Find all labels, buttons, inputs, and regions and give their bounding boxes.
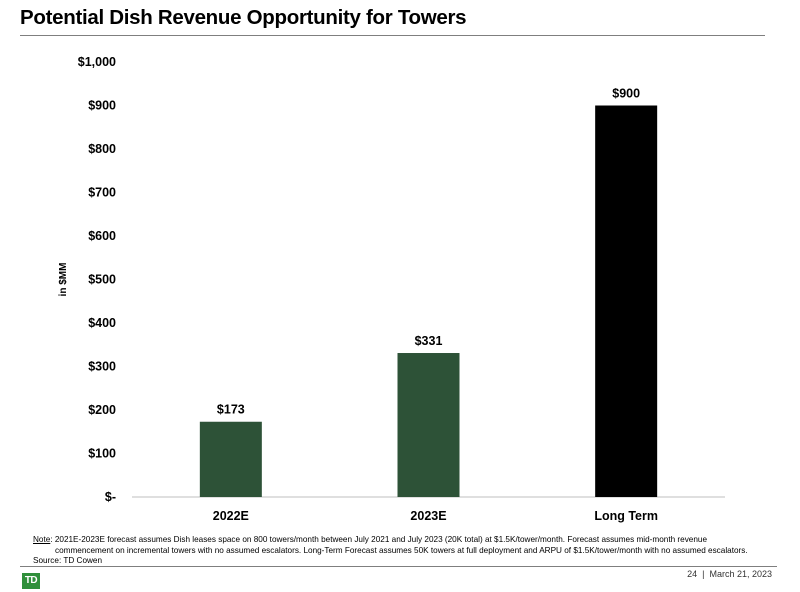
page-separator: |	[702, 569, 705, 579]
y-tick-label: $200	[88, 403, 116, 417]
bar	[595, 105, 658, 497]
bar	[397, 353, 460, 497]
note-line-2: commencement on incremental towers with …	[55, 545, 748, 555]
y-axis-label: in $MM	[58, 263, 69, 297]
y-tick-label: $500	[88, 273, 116, 287]
title-divider	[20, 35, 765, 36]
data-label: $173	[217, 403, 245, 417]
page-date: March 21, 2023	[709, 569, 772, 579]
x-tick-label: 2023E	[410, 509, 446, 523]
note-line-1: : 2021E-2023E forecast assumes Dish leas…	[50, 535, 708, 544]
y-tick-label: $900	[88, 99, 116, 113]
bar-chart: $- $100 $200 $300 $400 $500 $600 $700 $800 $900 $1…	[58, 55, 725, 523]
y-tick-label: $300	[88, 360, 116, 374]
y-tick-label: $100	[88, 447, 116, 461]
page-info: 24 | March 21, 2023	[687, 569, 772, 579]
footer-divider	[20, 566, 777, 567]
page-title: Potential Dish Revenue Opportunity for T…	[20, 6, 467, 29]
page-number: 24	[687, 569, 698, 579]
y-tick-label: $800	[88, 142, 116, 156]
td-logo: TD	[22, 573, 40, 589]
y-tick-label: $600	[88, 229, 116, 243]
data-label: $900	[612, 87, 640, 101]
y-tick-label: $400	[88, 316, 116, 330]
y-tick-label: $-	[105, 490, 116, 504]
x-tick-label: Long Term	[594, 509, 658, 523]
y-tick-label: $1,000	[78, 55, 116, 69]
y-tick-label: $700	[88, 186, 116, 200]
data-label: $331	[415, 334, 443, 348]
source-text: Source: TD Cowen	[33, 556, 103, 566]
footnote: Note: 2021E-2023E forecast assumes Dish …	[33, 535, 798, 567]
note-label: Note	[33, 535, 51, 544]
x-tick-label: 2022E	[213, 509, 249, 523]
bar	[199, 421, 262, 497]
